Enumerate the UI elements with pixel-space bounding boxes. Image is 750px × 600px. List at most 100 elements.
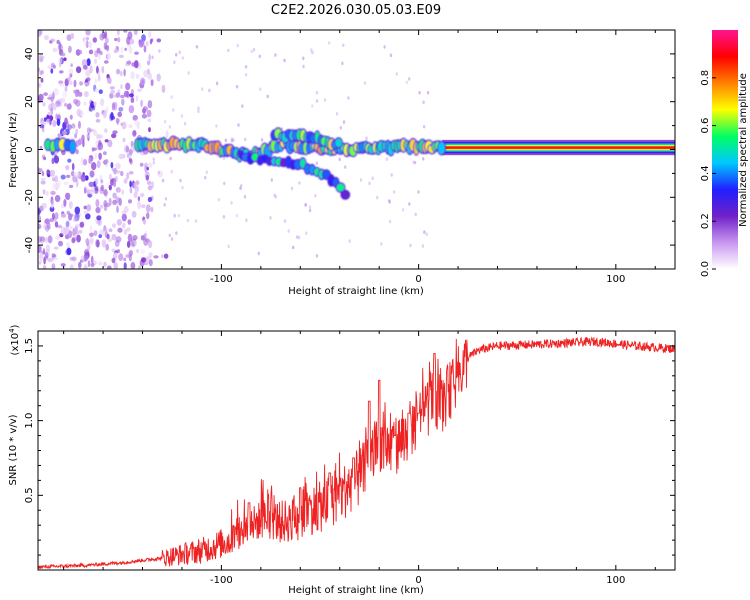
noise-blob-644 bbox=[63, 103, 68, 107]
noise-blob-407 bbox=[45, 190, 49, 196]
noise-blob-477 bbox=[38, 215, 42, 224]
noise-blob-632 bbox=[56, 118, 61, 126]
noise-blob-420 bbox=[129, 249, 133, 256]
noise-blob-637 bbox=[39, 253, 43, 259]
snr-ytick-label-1: 1.0 bbox=[24, 413, 35, 429]
spectrogram-y-label: Frequency (Hz) bbox=[8, 112, 19, 188]
noise-blob-244 bbox=[38, 82, 42, 88]
noise-blob-409 bbox=[83, 210, 88, 215]
noise-blob-230 bbox=[90, 262, 95, 268]
noise-blob-510 bbox=[60, 97, 66, 104]
noise-blob-111 bbox=[125, 254, 130, 258]
noise-blob-208 bbox=[115, 236, 122, 243]
noise-blob-716 bbox=[315, 254, 319, 258]
noise-blob-660 bbox=[260, 138, 264, 142]
noise-blob-348 bbox=[69, 264, 74, 269]
noise-blob-62 bbox=[148, 53, 151, 62]
spectrogram-xtick-label-0: -100 bbox=[210, 274, 233, 285]
noise-blob-395 bbox=[111, 168, 115, 172]
spectrogram-panel: -100 0 100 -40 -20 0 20 40 Height of straight … bbox=[8, 29, 676, 297]
noise-blob-57 bbox=[121, 98, 125, 106]
noise-blob-701 bbox=[405, 80, 408, 85]
noise-blob-471 bbox=[75, 128, 79, 135]
noise-blob-128 bbox=[79, 259, 84, 263]
noise-blob-571 bbox=[118, 153, 124, 160]
noise-blob-495 bbox=[117, 37, 121, 43]
noise-blob-467 bbox=[60, 263, 66, 267]
noise-blob-651 bbox=[371, 176, 374, 180]
noise-blob-646 bbox=[93, 185, 99, 190]
noise-blob-628 bbox=[52, 103, 57, 111]
noise-blob-224 bbox=[122, 137, 126, 143]
noise-blob-670 bbox=[426, 90, 430, 95]
noise-blob-629 bbox=[123, 257, 127, 262]
noise-blob-61 bbox=[38, 260, 42, 265]
noise-blob-474 bbox=[114, 252, 118, 256]
noise-blob-574 bbox=[41, 154, 46, 159]
noise-blob-677 bbox=[408, 202, 411, 206]
noise-blob-624 bbox=[121, 189, 125, 195]
noise-blob-489 bbox=[124, 47, 127, 51]
noise-blob-658 bbox=[230, 200, 233, 205]
noise-blob-806 bbox=[177, 213, 180, 218]
noise-blob-98 bbox=[140, 248, 146, 255]
noise-blob-316 bbox=[148, 240, 153, 249]
noise-blob-779 bbox=[152, 161, 155, 165]
noise-blob-267 bbox=[88, 49, 94, 55]
noise-blob-465 bbox=[128, 124, 133, 129]
noise-blob-695 bbox=[169, 156, 172, 161]
noise-blob-639 bbox=[117, 249, 121, 254]
noise-blob-659 bbox=[423, 230, 426, 234]
snr-y-label: SNR (10 * v/v) bbox=[8, 414, 19, 485]
noise-blob-713 bbox=[173, 60, 176, 64]
noise-blob-599 bbox=[57, 43, 64, 52]
snr-multiplier-label: (x104) bbox=[8, 324, 21, 355]
noise-blob-18 bbox=[116, 68, 121, 75]
colorbar-tick-label-4: 0.8 bbox=[700, 70, 711, 86]
noise-blob-664 bbox=[395, 72, 398, 76]
snr-x-ticks: -100 0 100 bbox=[63, 331, 656, 586]
noise-blob-430 bbox=[111, 102, 116, 111]
noise-blob-791 bbox=[195, 45, 199, 49]
noise-blob-432 bbox=[71, 236, 77, 243]
noise-blob-349 bbox=[42, 265, 47, 269]
noise-blob-381 bbox=[50, 190, 56, 196]
noise-blob-585 bbox=[92, 37, 98, 43]
noise-blob-491 bbox=[105, 37, 109, 44]
noise-blob-694 bbox=[208, 88, 211, 93]
noise-blob-490 bbox=[65, 192, 71, 201]
noise-blob-266 bbox=[48, 93, 54, 98]
noise-blob-232 bbox=[83, 187, 87, 194]
noise-blob-422 bbox=[62, 91, 68, 98]
noise-blob-389 bbox=[56, 39, 60, 45]
noise-blob-326 bbox=[121, 222, 126, 229]
noise-blob-278 bbox=[53, 155, 60, 164]
noise-blob-662 bbox=[385, 157, 389, 161]
noise-blob-397 bbox=[78, 120, 81, 129]
noise-blob-704 bbox=[215, 81, 219, 86]
noise-blob-582 bbox=[63, 57, 67, 62]
noise-blob-747 bbox=[250, 49, 253, 54]
noise-blob-260 bbox=[148, 252, 153, 258]
noise-blob-362 bbox=[123, 262, 127, 269]
spectrogram-xtick-label-1: 0 bbox=[415, 274, 421, 285]
noise-blob-562 bbox=[87, 244, 91, 251]
noise-blob-5 bbox=[85, 69, 91, 77]
noise-blob-614 bbox=[145, 40, 149, 47]
noise-blob-95 bbox=[108, 237, 112, 243]
noise-blob-101 bbox=[147, 196, 152, 203]
noise-blob-314 bbox=[40, 70, 44, 75]
noise-blob-702 bbox=[215, 124, 218, 128]
noise-blob-748 bbox=[368, 181, 371, 186]
noise-blob-492 bbox=[107, 265, 112, 269]
noise-blob-625 bbox=[95, 199, 100, 208]
noise-blob-649 bbox=[105, 106, 109, 114]
noise-blob-299 bbox=[126, 36, 131, 45]
noise-blob-240 bbox=[50, 68, 54, 74]
spectrogram-ytick-label-2: 0 bbox=[24, 146, 35, 152]
noise-blob-469 bbox=[52, 177, 56, 182]
noise-blob-85 bbox=[118, 54, 124, 59]
noise-blob-345 bbox=[86, 127, 92, 134]
noise-blob-4 bbox=[54, 175, 58, 183]
noise-blob-784 bbox=[308, 208, 312, 213]
